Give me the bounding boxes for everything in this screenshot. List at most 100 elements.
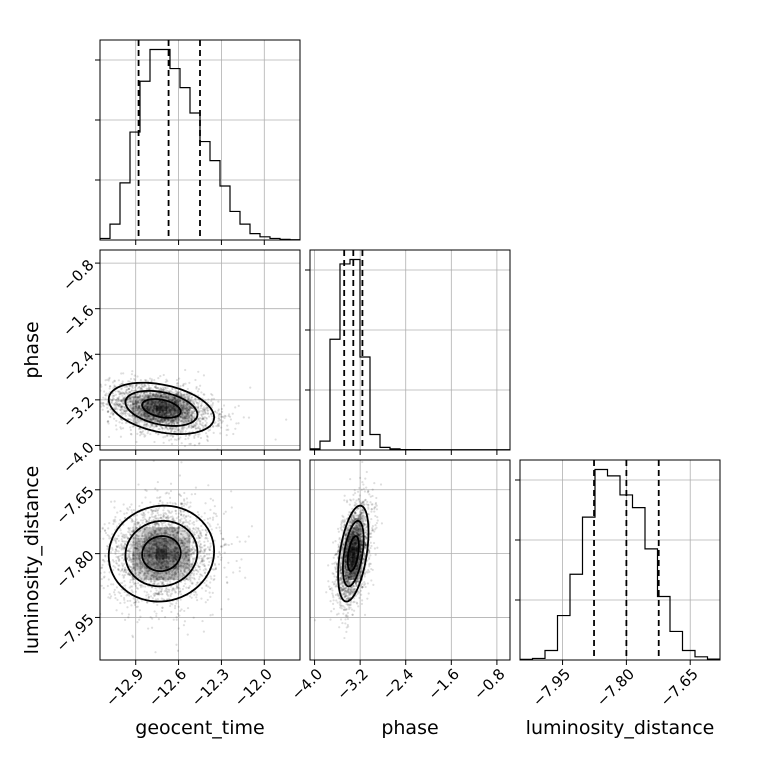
posterior-sample-geocent-time-vs-phase [190, 406, 193, 409]
posterior-sample-geocent-time-vs-luminosity-distance [113, 500, 116, 503]
posterior-sample-geocent-time-vs-luminosity-distance [132, 563, 135, 566]
posterior-sample-geocent-time-vs-luminosity-distance [152, 579, 155, 582]
posterior-sample-geocent-time-vs-luminosity-distance [185, 520, 188, 524]
posterior-sample-geocent-time-vs-luminosity-distance [128, 572, 131, 576]
posterior-sample-geocent-time-vs-phase [152, 417, 155, 420]
posterior-sample-geocent-time-vs-luminosity-distance [184, 519, 188, 522]
posterior-sample-geocent-time-vs-phase [100, 405, 103, 408]
posterior-sample-geocent-time-vs-luminosity-distance [152, 574, 155, 577]
posterior-sample-geocent-time-vs-luminosity-distance [171, 502, 174, 505]
posterior-sample-geocent-time-vs-luminosity-distance [140, 569, 143, 573]
posterior-sample-geocent-time-vs-luminosity-distance [137, 565, 140, 568]
posterior-sample-geocent-time-vs-luminosity-distance [152, 575, 155, 579]
posterior-sample-geocent-time-vs-phase [177, 421, 180, 424]
posterior-sample-geocent-time-vs-luminosity-distance [84, 527, 86, 529]
posterior-sample-geocent-time-vs-luminosity-distance [214, 512, 217, 515]
posterior-sample-geocent-time-vs-phase [172, 400, 175, 403]
posterior-sample-geocent-time-vs-luminosity-distance [129, 585, 132, 588]
posterior-sample-geocent-time-vs-phase [203, 406, 206, 409]
posterior-sample-geocent-time-vs-luminosity-distance [195, 537, 198, 540]
posterior-sample-geocent-time-vs-luminosity-distance [185, 571, 188, 574]
posterior-sample-geocent-time-vs-phase [202, 408, 206, 412]
posterior-sample-geocent-time-vs-phase [182, 382, 185, 386]
posterior-sample-geocent-time-vs-phase [173, 401, 176, 404]
posterior-sample-geocent-time-vs-luminosity-distance [153, 592, 156, 595]
posterior-sample-geocent-time-vs-phase [185, 393, 189, 396]
posterior-sample-geocent-time-vs-luminosity-distance [198, 545, 201, 548]
posterior-sample-geocent-time-vs-phase [145, 417, 148, 421]
posterior-sample-geocent-time-vs-phase [220, 421, 223, 424]
posterior-sample-geocent-time-vs-luminosity-distance [124, 584, 127, 587]
posterior-sample-geocent-time-vs-luminosity-distance [183, 517, 186, 520]
posterior-sample-geocent-time-vs-phase [202, 393, 205, 396]
posterior-sample-geocent-time-vs-luminosity-distance [205, 533, 208, 536]
posterior-sample-geocent-time-vs-luminosity-distance [164, 579, 167, 582]
posterior-sample-geocent-time-vs-luminosity-distance [174, 572, 178, 575]
posterior-sample-geocent-time-vs-phase [137, 406, 140, 410]
posterior-sample-geocent-time-vs-phase [167, 412, 170, 415]
posterior-sample-geocent-time-vs-luminosity-distance [103, 571, 106, 574]
posterior-sample-geocent-time-vs-phase [183, 421, 187, 424]
posterior-sample-geocent-time-vs-phase [133, 386, 137, 389]
posterior-sample-geocent-time-vs-luminosity-distance [133, 603, 137, 607]
posterior-sample-geocent-time-vs-phase [147, 400, 150, 403]
posterior-sample-geocent-time-vs-phase [154, 416, 157, 419]
posterior-sample-geocent-time-vs-phase [181, 406, 184, 410]
posterior-sample-geocent-time-vs-phase [211, 403, 214, 406]
posterior-sample-geocent-time-vs-luminosity-distance [131, 536, 135, 539]
posterior-sample-geocent-time-vs-luminosity-distance [183, 570, 186, 573]
posterior-sample-geocent-time-vs-phase [162, 418, 165, 421]
posterior-sample-geocent-time-vs-phase [106, 420, 109, 424]
posterior-sample-geocent-time-vs-phase [249, 386, 252, 389]
posterior-sample-geocent-time-vs-phase [180, 420, 183, 423]
posterior-sample-geocent-time-vs-luminosity-distance [208, 591, 211, 594]
posterior-sample-geocent-time-vs-luminosity-distance [208, 548, 211, 551]
posterior-sample-geocent-time-vs-luminosity-distance [174, 574, 177, 577]
posterior-sample-geocent-time-vs-phase [178, 418, 181, 421]
posterior-sample-geocent-time-vs-luminosity-distance [145, 579, 148, 582]
posterior-sample-geocent-time-vs-phase [96, 390, 98, 392]
posterior-sample-geocent-time-vs-phase [135, 384, 138, 388]
posterior-sample-geocent-time-vs-luminosity-distance [167, 565, 170, 568]
posterior-sample-geocent-time-vs-luminosity-distance [144, 533, 147, 536]
posterior-sample-geocent-time-vs-luminosity-distance [204, 547, 207, 551]
posterior-sample-geocent-time-vs-phase [132, 396, 135, 399]
posterior-sample-geocent-time-vs-luminosity-distance [116, 511, 119, 514]
posterior-sample-geocent-time-vs-luminosity-distance [147, 569, 150, 573]
posterior-sample-geocent-time-vs-phase [187, 424, 190, 427]
posterior-sample-geocent-time-vs-luminosity-distance [203, 564, 206, 567]
posterior-sample-geocent-time-vs-phase [136, 400, 140, 404]
posterior-sample-geocent-time-vs-phase [185, 420, 188, 423]
posterior-sample-geocent-time-vs-phase [116, 397, 120, 400]
posterior-sample-geocent-time-vs-phase [192, 402, 195, 405]
posterior-sample-geocent-time-vs-luminosity-distance [92, 533, 94, 535]
posterior-sample-geocent-time-vs-phase [182, 411, 185, 414]
posterior-sample-geocent-time-vs-luminosity-distance [177, 530, 180, 533]
posterior-sample-geocent-time-vs-phase [147, 416, 150, 419]
posterior-sample-geocent-time-vs-phase [175, 392, 178, 395]
posterior-sample-geocent-time-vs-luminosity-distance [190, 596, 193, 599]
posterior-sample-geocent-time-vs-phase [178, 390, 182, 393]
posterior-sample-geocent-time-vs-phase [205, 406, 208, 410]
posterior-sample-geocent-time-vs-phase [140, 407, 143, 410]
posterior-sample-geocent-time-vs-phase [149, 425, 153, 428]
posterior-sample-geocent-time-vs-phase [179, 420, 182, 423]
posterior-sample-geocent-time-vs-phase [174, 392, 177, 396]
posterior-sample-geocent-time-vs-phase [154, 393, 157, 396]
posterior-sample-geocent-time-vs-luminosity-distance [190, 548, 193, 551]
posterior-sample-geocent-time-vs-luminosity-distance [148, 544, 151, 547]
posterior-sample-geocent-time-vs-phase [181, 419, 184, 422]
posterior-sample-geocent-time-vs-luminosity-distance [128, 573, 131, 576]
posterior-sample-geocent-time-vs-phase [134, 402, 137, 405]
posterior-sample-geocent-time-vs-luminosity-distance [152, 560, 155, 563]
posterior-sample-geocent-time-vs-phase [151, 401, 154, 405]
posterior-sample-geocent-time-vs-luminosity-distance [101, 563, 104, 567]
posterior-sample-geocent-time-vs-luminosity-distance [190, 562, 194, 565]
posterior-sample-geocent-time-vs-luminosity-distance [199, 548, 203, 552]
posterior-sample-geocent-time-vs-phase [165, 422, 168, 425]
posterior-sample-geocent-time-vs-luminosity-distance [190, 582, 193, 585]
posterior-sample-geocent-time-vs-luminosity-distance [136, 544, 139, 548]
posterior-sample-geocent-time-vs-luminosity-distance [155, 522, 158, 525]
posterior-sample-geocent-time-vs-luminosity-distance [203, 550, 206, 553]
posterior-sample-geocent-time-vs-phase [159, 394, 163, 397]
